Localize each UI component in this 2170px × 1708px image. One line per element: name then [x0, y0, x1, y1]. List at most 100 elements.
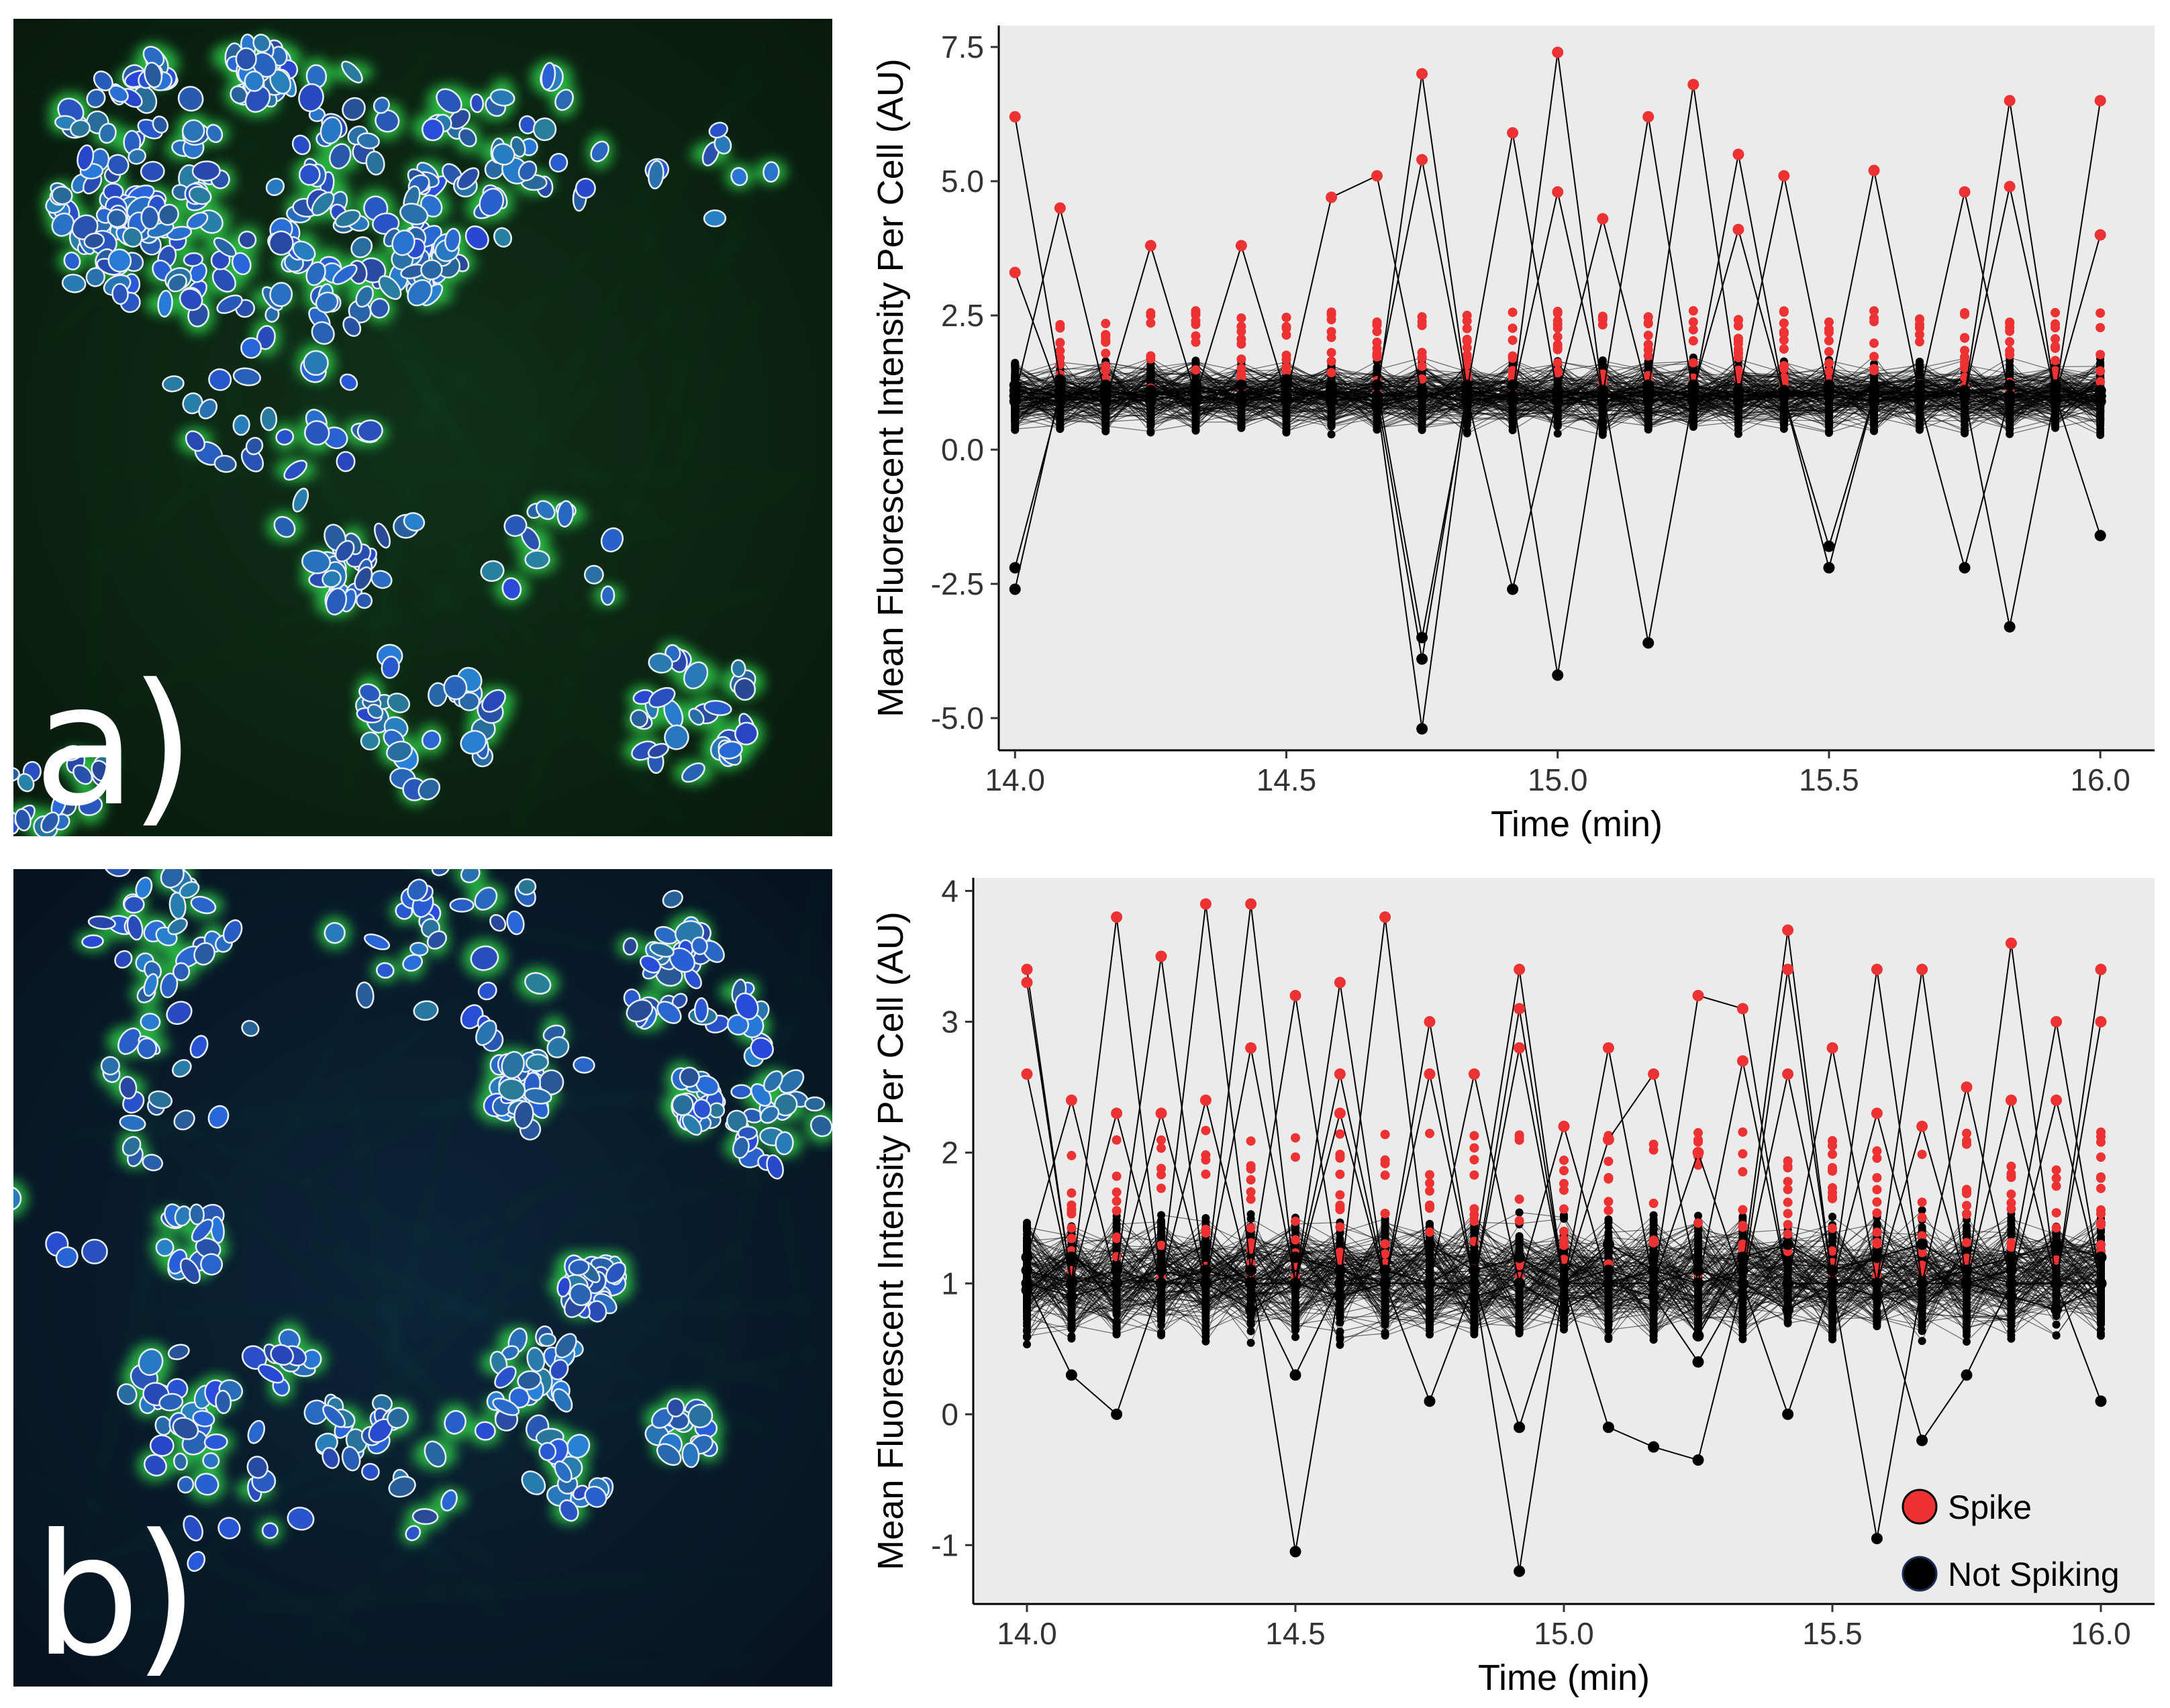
- cell-nucleus: [81, 1238, 108, 1264]
- cell-nucleus: [584, 564, 604, 585]
- spike-point: [1101, 337, 1111, 347]
- neurite: [91, 452, 262, 559]
- micrograph-a: a): [13, 19, 832, 836]
- cell-nucleus: [119, 1114, 146, 1132]
- cell-nucleus: [387, 1407, 409, 1429]
- cell-nucleus: [240, 337, 262, 359]
- cell-nucleus: [481, 689, 506, 713]
- trace-point: [2006, 411, 2014, 419]
- cell-nucleus: [173, 1109, 195, 1131]
- trace-point: [1191, 407, 1200, 416]
- cell-nucleus: [189, 1035, 209, 1058]
- cell-nucleus: [358, 683, 381, 703]
- spike-point: [1101, 348, 1111, 358]
- neurite: [189, 1098, 636, 1111]
- cell-nucleus: [407, 279, 433, 307]
- cell-nucleus: [737, 1125, 758, 1140]
- trace-point: [1644, 361, 1653, 370]
- cell-nucleus: [143, 973, 159, 997]
- spike-point: [1191, 365, 1201, 375]
- cell-nucleus: [213, 454, 237, 473]
- cell-nucleus: [489, 913, 507, 932]
- cell-nucleus: [202, 1452, 220, 1469]
- trace-point: [1553, 411, 1562, 419]
- cell-nucleus: [298, 163, 321, 186]
- cell-nucleus: [332, 264, 358, 285]
- cell-nucleus: [525, 1053, 549, 1072]
- cell-nucleus: [91, 760, 110, 782]
- neurite: [689, 876, 823, 1464]
- neurite: [22, 52, 374, 89]
- cell-nucleus: [426, 930, 447, 950]
- neurite: [149, 1304, 822, 1313]
- cell-nucleus: [232, 252, 252, 275]
- cell-nucleus: [556, 1276, 571, 1298]
- cell-nucleus: [456, 167, 480, 190]
- spike-point: [1281, 366, 1291, 376]
- panel-label-b: b): [34, 1498, 199, 1687]
- cell-nucleus: [13, 767, 20, 782]
- neurite: [424, 1194, 534, 1340]
- cell-nucleus: [172, 1417, 199, 1440]
- cell-nucleus: [420, 259, 443, 281]
- trace-point: [2096, 425, 2105, 434]
- cell-nucleus: [477, 981, 497, 1001]
- cell-nucleus: [200, 1253, 224, 1276]
- neurite: [555, 511, 613, 544]
- cell-nucleus: [556, 500, 575, 528]
- trace-point: [1146, 410, 1155, 419]
- cell-nucleus: [681, 1113, 703, 1136]
- trace-point: [1508, 422, 1517, 431]
- spike-point: [1281, 330, 1291, 340]
- cell-nucleus: [334, 209, 361, 228]
- cell-nucleus: [388, 1476, 416, 1498]
- cell-nucleus: [356, 419, 383, 443]
- trace-point: [1418, 408, 1426, 417]
- cell-nucleus: [119, 1076, 138, 1100]
- trace-point: [1237, 417, 1246, 425]
- trace-point: [1282, 411, 1291, 419]
- cell-nucleus: [732, 1136, 750, 1159]
- cell-nucleus: [107, 208, 128, 228]
- cell-nucleus: [275, 428, 295, 446]
- cell-nucleus: [191, 1218, 214, 1243]
- trace-point: [1191, 419, 1200, 428]
- cell-nucleus: [167, 917, 188, 936]
- trace-point: [1191, 426, 1200, 435]
- cell-nucleus: [241, 1019, 260, 1037]
- spike-point: [1281, 313, 1291, 323]
- cell-nucleus: [381, 655, 400, 679]
- cell-nucleus: [630, 709, 648, 728]
- neurite: [230, 999, 463, 1181]
- trace-point: [1915, 357, 1924, 366]
- cell-nucleus: [207, 1105, 230, 1129]
- cell-nucleus: [760, 1105, 780, 1124]
- trace-point: [1056, 416, 1065, 425]
- trace-point: [1327, 410, 1336, 419]
- trace-point: [1146, 421, 1155, 430]
- cell-nucleus: [216, 294, 243, 314]
- cell-nucleus: [303, 1399, 329, 1425]
- cell-nucleus: [683, 661, 709, 690]
- spike-point: [1236, 326, 1246, 336]
- cell-nucleus: [355, 592, 373, 609]
- cell-nucleus: [334, 540, 355, 562]
- cell-nucleus: [730, 659, 746, 678]
- cell-nucleus: [538, 1442, 557, 1461]
- cell-nucleus: [305, 261, 326, 287]
- cell-nucleus: [569, 1283, 593, 1307]
- cell-nucleus: [69, 119, 91, 138]
- trace-point: [1553, 420, 1562, 429]
- spike-point: [1146, 351, 1156, 361]
- cell-nucleus: [647, 743, 669, 759]
- cell-nucleus: [142, 46, 165, 68]
- trace-point: [1146, 362, 1155, 371]
- trace-point: [1870, 379, 1879, 387]
- cell-nucleus: [304, 420, 330, 446]
- neurite: [265, 1246, 734, 1682]
- cell-nucleus: [126, 914, 144, 941]
- cell-nucleus: [61, 273, 87, 293]
- cell-nucleus: [656, 1443, 682, 1466]
- cell-nucleus: [222, 919, 243, 944]
- cell-nucleus: [600, 585, 615, 606]
